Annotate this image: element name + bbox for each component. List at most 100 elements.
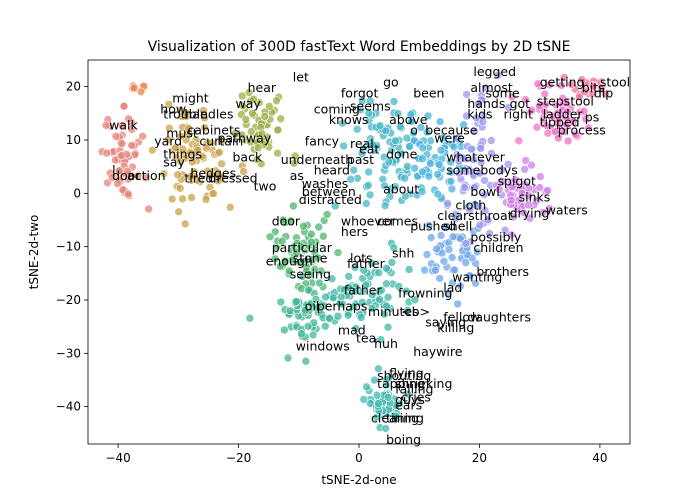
scatter-point: [349, 165, 359, 175]
scatter-point: [403, 306, 412, 315]
word-label: guys: [395, 392, 425, 407]
scatter-point: [207, 138, 216, 148]
word-label: whoever: [341, 213, 396, 228]
scatter-point: [471, 278, 480, 288]
word-label: hedges: [190, 165, 236, 180]
scatter-point: [524, 191, 533, 201]
scatter-point: [265, 232, 275, 242]
scatter-point: [480, 176, 489, 185]
scatter-point: [527, 160, 536, 170]
word-label: mad: [338, 323, 366, 338]
scatter-point: [453, 299, 463, 309]
scatter-point: [136, 87, 146, 97]
word-label: daughters: [467, 309, 531, 324]
scatter-point: [443, 199, 452, 208]
scatter-point: [391, 412, 401, 421]
scatter-point: [249, 94, 258, 104]
word-label: real: [350, 136, 374, 151]
scatter-point: [297, 329, 306, 339]
scatter-point: [584, 123, 593, 133]
scatter-point: [447, 184, 457, 194]
y-axis: −40 −30 −20 −10 0 10 20: [56, 80, 88, 414]
scatter-point: [364, 109, 374, 118]
scatter-point: [469, 155, 478, 164]
scatter-point: [304, 285, 313, 295]
scatter-point: [238, 101, 248, 111]
scatter-point: [472, 247, 482, 257]
scatter-point: [394, 281, 404, 291]
scatter-point: [416, 123, 426, 132]
scatter-point: [193, 145, 203, 155]
word-label: things: [163, 147, 202, 162]
word-labels: legged getting stool let go almost hear been som…: [109, 64, 630, 447]
scatter-point: [420, 265, 430, 275]
scatter-point: [127, 141, 136, 150]
word-label: shh: [392, 245, 414, 260]
scatter-point: [435, 117, 445, 126]
y-tick-label: 10: [66, 133, 81, 147]
chart-title: Visualization of 300D fastText Word Embe…: [148, 39, 571, 55]
scatter-point: [311, 294, 321, 304]
word-label: got: [510, 96, 531, 111]
scatter-point: [382, 263, 391, 273]
scatter-point: [449, 142, 459, 152]
scatter-point: [291, 297, 301, 306]
word-label: hands: [467, 96, 505, 111]
scatter-point: [165, 123, 174, 133]
scatter-point: [506, 195, 516, 205]
scatter-point: [129, 83, 139, 93]
word-label: father: [344, 283, 383, 298]
word-label: lots: [350, 251, 373, 266]
word-label: l: [112, 163, 115, 178]
x-axis: −40 −20 0 20 40: [105, 444, 608, 465]
scatter-point: [451, 214, 460, 224]
scatter-point: [434, 160, 444, 169]
word-label: ears: [395, 397, 422, 412]
scatter-point: [535, 172, 545, 181]
scatter-point: [474, 99, 483, 108]
scatter-point: [237, 130, 247, 140]
word-label: yard: [154, 133, 182, 148]
scatter-point: [225, 202, 235, 212]
x-tick-label: 0: [355, 451, 363, 465]
scatter-point: [361, 199, 371, 208]
word-label: go: [383, 75, 399, 90]
scatter-point: [439, 256, 449, 266]
scatter-point: [175, 184, 185, 193]
scatter-point: [200, 113, 209, 123]
scatter-point: [141, 173, 151, 183]
scatter-point: [381, 424, 391, 433]
scatter-point: [441, 223, 451, 232]
scatter-point: [283, 353, 293, 363]
scatter-point: [357, 149, 367, 158]
scatter-point: [339, 141, 348, 151]
scatter-point: [288, 201, 298, 211]
word-label: cloth: [455, 197, 486, 212]
y-tick-label: 20: [66, 80, 81, 94]
scatter-point: [185, 147, 195, 157]
scatter-point: [244, 88, 254, 97]
scatter-point: [380, 181, 389, 191]
word-label: flying: [389, 365, 424, 380]
scatter-point: [200, 123, 209, 132]
scatter-point: [479, 190, 489, 199]
scatter-point: [173, 170, 182, 180]
word-label: between: [302, 184, 356, 199]
scatter-point: [314, 222, 324, 232]
scatter-point: [450, 265, 460, 275]
scatter-point: [456, 281, 465, 291]
scatter-point: [260, 112, 270, 121]
scatter-point: [461, 258, 471, 267]
scatter-point: [285, 306, 295, 316]
scatter-point: [424, 221, 434, 230]
word-label: cabinets: [187, 123, 240, 138]
word-label: shrieking: [395, 376, 452, 391]
word-label: oil: [305, 299, 320, 314]
scatter-point: [356, 105, 366, 115]
scatter-point: [113, 179, 122, 188]
word-label: right: [504, 107, 533, 122]
scatter-point: [350, 263, 360, 272]
scatter-point: [504, 103, 513, 112]
scatter-point: [375, 295, 384, 304]
